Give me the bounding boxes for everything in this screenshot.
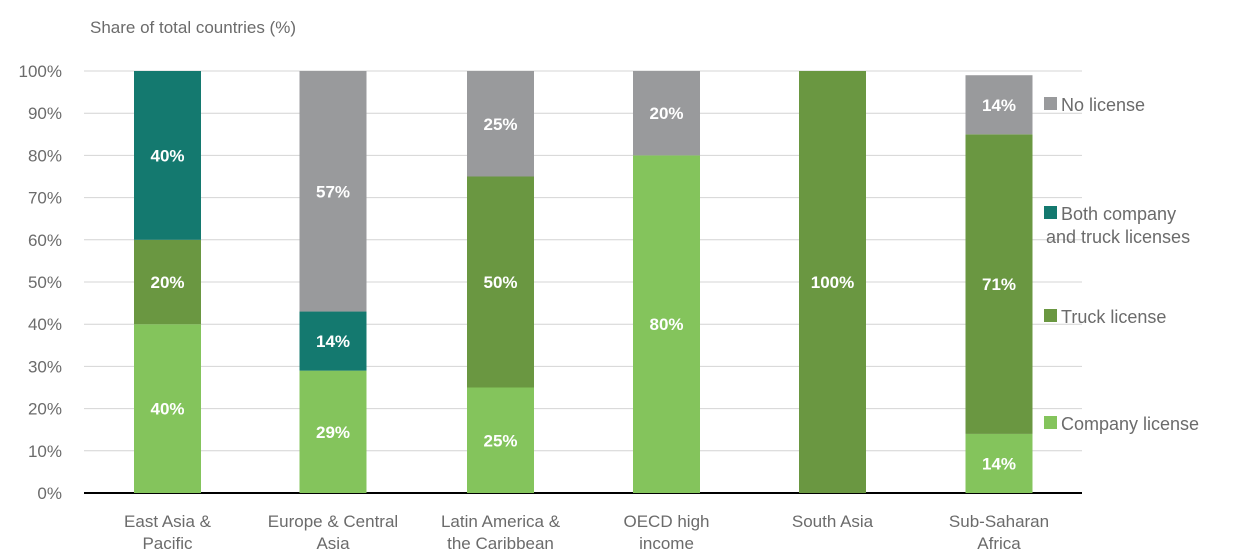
bar-segment xyxy=(134,71,201,240)
data-label: 14% xyxy=(982,454,1016,473)
x-category-label: OECD high xyxy=(624,512,710,531)
x-category-label: the Caribbean xyxy=(447,534,554,553)
y-tick-label: 20% xyxy=(28,400,62,419)
data-label: 25% xyxy=(483,431,517,450)
bar-segment xyxy=(467,71,534,177)
legend-swatch xyxy=(1044,416,1057,429)
data-label: 20% xyxy=(150,273,184,292)
legend-label: and truck licenses xyxy=(1046,227,1190,247)
legend-swatch xyxy=(1044,206,1057,219)
bar-segment xyxy=(467,176,534,388)
y-tick-label: 10% xyxy=(28,442,62,461)
grid-lines xyxy=(84,70,1082,494)
y-tick-label: 80% xyxy=(28,146,62,165)
legend: No license Both company and truck licenses… xyxy=(1044,95,1199,434)
data-label: 29% xyxy=(316,423,350,442)
data-label: 40% xyxy=(150,400,184,419)
bars xyxy=(134,71,1033,493)
y-tick-label: 30% xyxy=(28,357,62,376)
data-label: 80% xyxy=(649,315,683,334)
y-tick-label: 0% xyxy=(37,484,62,503)
bar-segment xyxy=(799,71,866,493)
bar-segment xyxy=(633,155,700,493)
bar-segment xyxy=(965,433,1033,493)
bar-segment xyxy=(299,71,367,312)
bar-segment xyxy=(467,387,534,493)
bar-segment xyxy=(299,311,367,371)
data-labels: 40% 20% 40% 29% 14% 57% 25% 50% 25% 80% 20% 100% 14%… xyxy=(150,96,1016,474)
x-category-label: Latin America & xyxy=(441,512,561,531)
data-label: 50% xyxy=(483,273,517,292)
y-axis-label: Share of total countries (%) xyxy=(90,18,296,37)
y-tick-label: 70% xyxy=(28,189,62,208)
data-label: 14% xyxy=(316,332,350,351)
legend-label: Truck license xyxy=(1061,307,1166,327)
legend-label: Both company xyxy=(1061,204,1176,224)
x-category-label: Sub-Saharan xyxy=(949,512,1049,531)
data-label: 71% xyxy=(982,275,1016,294)
legend-item: Both company and truck licenses xyxy=(1044,204,1190,247)
bar-segment xyxy=(299,370,367,493)
data-label: 40% xyxy=(150,146,184,165)
data-label: 20% xyxy=(649,104,683,123)
x-category-label: East Asia & xyxy=(124,512,212,531)
x-category-label: Asia xyxy=(316,534,350,553)
bar-segment xyxy=(965,75,1033,135)
legend-item: Company license xyxy=(1044,414,1199,434)
legend-item: No license xyxy=(1044,95,1145,115)
legend-item: Truck license xyxy=(1044,307,1166,327)
x-category-label: Africa xyxy=(977,534,1021,553)
bar-segment xyxy=(134,324,201,493)
y-tick-labels: 0% 10% 20% 30% 40% 50% 60% 70% 80% 90% 100% xyxy=(19,62,62,503)
legend-swatch xyxy=(1044,309,1057,322)
x-category-label: Europe & Central xyxy=(268,512,398,531)
y-tick-label: 100% xyxy=(19,62,62,81)
y-tick-label: 50% xyxy=(28,273,62,292)
bar-segment xyxy=(134,239,201,325)
x-category-label: South Asia xyxy=(792,512,874,531)
bar-segment xyxy=(965,134,1033,434)
y-tick-label: 40% xyxy=(28,315,62,334)
x-category-labels: East Asia & Pacific Europe & Central Asia La… xyxy=(124,512,1049,553)
x-category-label: income xyxy=(639,534,694,553)
data-label: 100% xyxy=(811,273,854,292)
data-label: 14% xyxy=(982,96,1016,115)
x-category-label: Pacific xyxy=(142,534,193,553)
legend-swatch xyxy=(1044,97,1057,110)
legend-label: No license xyxy=(1061,95,1145,115)
y-tick-label: 90% xyxy=(28,104,62,123)
y-tick-label: 60% xyxy=(28,231,62,250)
data-label: 57% xyxy=(316,182,350,201)
bar-segment xyxy=(633,71,700,156)
data-label: 25% xyxy=(483,115,517,134)
legend-label: Company license xyxy=(1061,414,1199,434)
